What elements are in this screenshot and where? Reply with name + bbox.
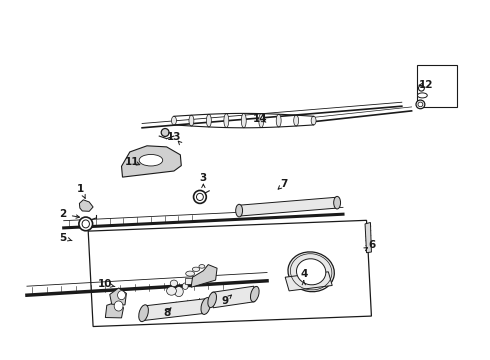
Polygon shape — [365, 222, 371, 253]
Ellipse shape — [250, 287, 259, 302]
Bar — [416, 65, 457, 107]
Ellipse shape — [182, 283, 188, 289]
Ellipse shape — [418, 85, 424, 91]
Ellipse shape — [193, 267, 200, 271]
Text: 13: 13 — [167, 132, 181, 142]
Polygon shape — [79, 200, 93, 211]
Text: 7: 7 — [280, 179, 288, 189]
Ellipse shape — [139, 305, 148, 321]
Bar — [196, 277, 206, 283]
Ellipse shape — [276, 114, 281, 127]
Ellipse shape — [294, 115, 298, 126]
Polygon shape — [191, 265, 217, 287]
Ellipse shape — [174, 287, 183, 297]
Ellipse shape — [334, 196, 341, 209]
Ellipse shape — [199, 265, 205, 268]
Ellipse shape — [224, 114, 229, 127]
Ellipse shape — [79, 217, 93, 231]
Ellipse shape — [288, 252, 334, 292]
Text: 14: 14 — [252, 114, 267, 124]
Ellipse shape — [189, 115, 194, 126]
Ellipse shape — [236, 204, 243, 217]
Text: 10: 10 — [98, 279, 113, 289]
Polygon shape — [110, 288, 126, 305]
Ellipse shape — [242, 113, 246, 128]
Text: 12: 12 — [419, 80, 434, 90]
Ellipse shape — [167, 287, 176, 295]
Ellipse shape — [416, 100, 425, 109]
Text: 11: 11 — [125, 157, 140, 167]
Ellipse shape — [82, 220, 90, 228]
Text: 6: 6 — [369, 240, 376, 250]
Ellipse shape — [208, 292, 217, 307]
Ellipse shape — [296, 259, 326, 285]
Polygon shape — [212, 286, 255, 308]
Polygon shape — [285, 272, 332, 291]
Polygon shape — [239, 197, 337, 216]
Ellipse shape — [172, 116, 176, 125]
Ellipse shape — [201, 298, 211, 314]
Ellipse shape — [206, 114, 211, 127]
Text: 8: 8 — [163, 308, 170, 318]
Ellipse shape — [161, 129, 169, 136]
Ellipse shape — [194, 190, 206, 203]
Ellipse shape — [118, 291, 125, 300]
Ellipse shape — [186, 271, 195, 276]
Text: 5: 5 — [59, 233, 66, 243]
Polygon shape — [105, 302, 123, 318]
Ellipse shape — [417, 93, 427, 98]
Ellipse shape — [139, 154, 163, 166]
Polygon shape — [144, 299, 206, 320]
Text: 1: 1 — [77, 184, 84, 194]
Ellipse shape — [171, 280, 178, 287]
Ellipse shape — [311, 116, 316, 125]
Ellipse shape — [259, 114, 264, 127]
Polygon shape — [122, 146, 181, 177]
Text: 9: 9 — [222, 296, 229, 306]
Polygon shape — [88, 220, 371, 327]
Text: 3: 3 — [200, 173, 207, 183]
Text: 2: 2 — [59, 209, 66, 219]
Bar — [185, 278, 197, 284]
Ellipse shape — [114, 301, 123, 311]
Ellipse shape — [196, 193, 203, 201]
Text: 4: 4 — [300, 269, 308, 279]
Ellipse shape — [418, 102, 423, 107]
